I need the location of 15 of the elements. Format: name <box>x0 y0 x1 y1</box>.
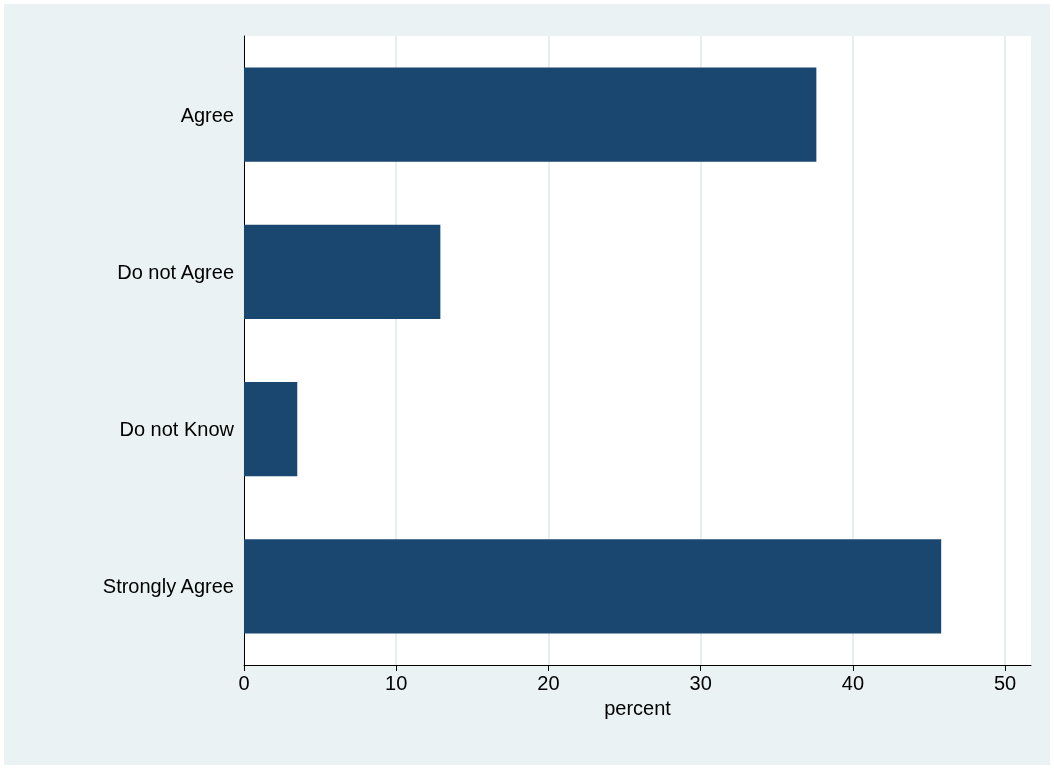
x-tick-label: 30 <box>689 672 712 694</box>
bar <box>244 539 942 634</box>
x-tick-label: 40 <box>841 672 865 694</box>
x-tick-label: 20 <box>537 672 560 694</box>
y-tick-label: Agree <box>180 103 234 126</box>
x-tick-label: 10 <box>385 672 408 694</box>
bar <box>244 67 817 162</box>
y-tick-label: Do not Know <box>119 418 235 441</box>
bar <box>244 381 298 477</box>
y-tick-label: Do not Agree <box>117 260 234 283</box>
x-axis-title: percent <box>604 696 672 719</box>
x-tick-label: 0 <box>238 672 250 694</box>
x-tick-label: 50 <box>994 672 1017 694</box>
y-tick-label: Strongly Agree <box>102 575 234 598</box>
bar <box>244 224 441 320</box>
